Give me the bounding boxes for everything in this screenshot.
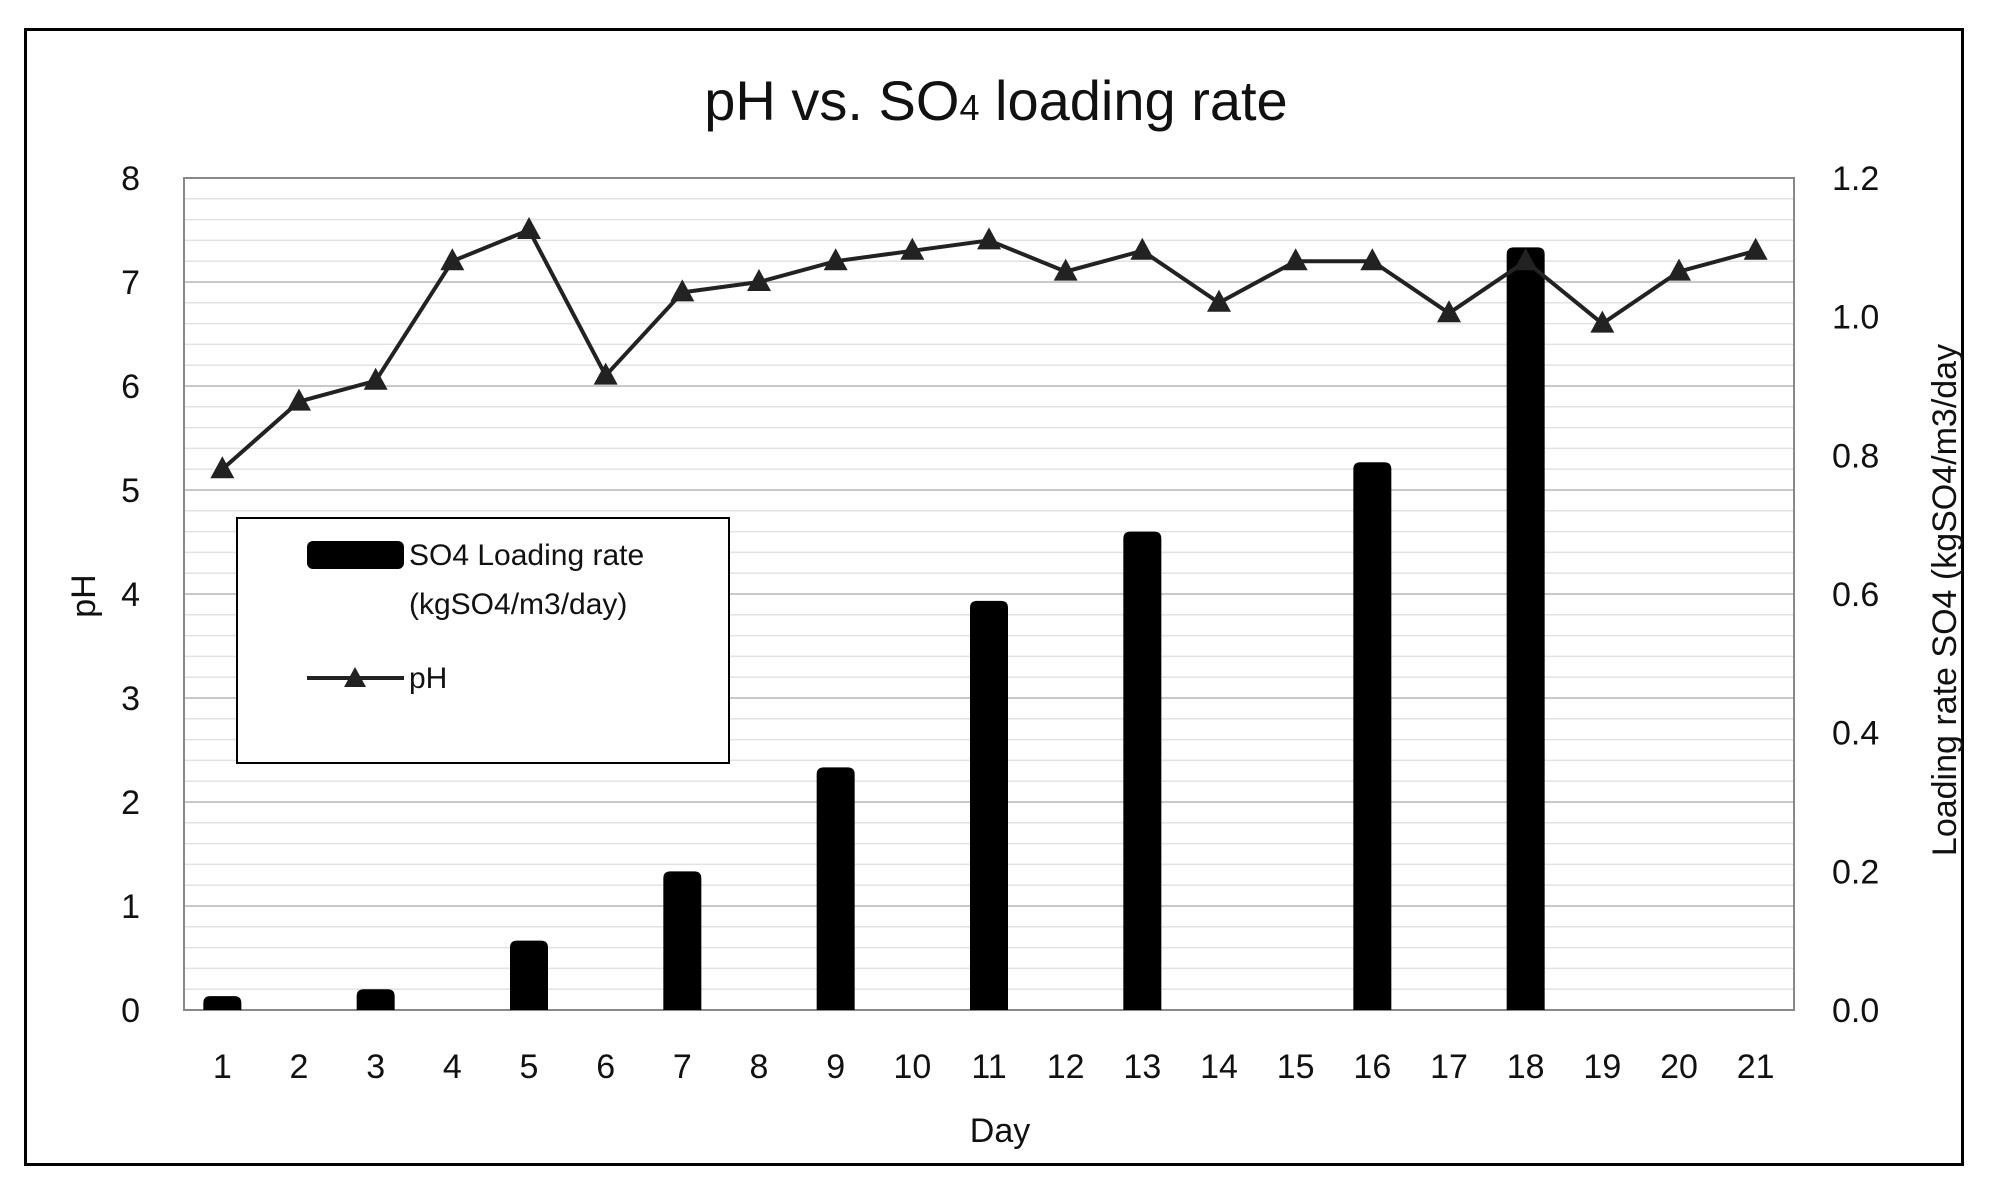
y-right-tick-label: 0.4 (1832, 715, 1879, 753)
ph-marker-day-8 (747, 269, 771, 291)
ph-marker-day-11 (977, 227, 1001, 250)
legend: SO4 Loading rate (kgSO4/m3/day) pH (236, 517, 730, 764)
bar-day-9 (816, 767, 855, 1010)
x-tick-label: 17 (1430, 1048, 1468, 1086)
bar-day-1 (203, 996, 242, 1010)
x-tick-label: 15 (1277, 1048, 1315, 1086)
y-left-tick-label: 5 (121, 472, 140, 510)
ph-marker-day-13 (1130, 237, 1155, 260)
ph-marker-day-4 (440, 248, 465, 271)
bars-layer (203, 247, 1545, 1011)
legend-bar-swatch (307, 541, 404, 569)
x-axis-title: Day (970, 1112, 1030, 1150)
bar-day-18 (1506, 247, 1545, 1011)
bar-day-13 (1123, 531, 1162, 1010)
x-tick-label: 2 (290, 1048, 309, 1086)
line-layer (210, 217, 1768, 479)
x-tick-label: 16 (1353, 1048, 1391, 1086)
bar-day-16 (1353, 462, 1392, 1010)
y-left-tick-label: 7 (121, 264, 140, 302)
x-tick-label: 4 (443, 1048, 462, 1086)
y-left-tick-label: 4 (121, 576, 140, 614)
ph-marker-day-5 (517, 217, 541, 239)
ph-marker-day-15 (1283, 248, 1308, 271)
y-right-tick-label: 0.6 (1832, 576, 1879, 614)
ph-marker-day-16 (1360, 248, 1385, 271)
ph-marker-day-3 (363, 367, 388, 390)
ph-marker-day-1 (210, 456, 235, 479)
x-tick-label: 19 (1583, 1048, 1621, 1086)
legend-bar-label-1: SO4 Loading rate (409, 539, 644, 572)
y-right-tick-label: 0.8 (1832, 437, 1879, 475)
x-tick-label: 11 (971, 1048, 1006, 1086)
x-tick-label: 9 (826, 1048, 845, 1086)
ph-marker-day-17 (1437, 300, 1461, 323)
y-axis-left-title: pH (65, 574, 103, 617)
bar-day-11 (970, 600, 1008, 1010)
x-tick-label: 12 (1047, 1048, 1085, 1086)
ph-marker-day-20 (1667, 258, 1691, 281)
x-tick-label: 6 (596, 1048, 615, 1086)
y-right-tick-label: 0.0 (1832, 992, 1879, 1030)
legend-line-marker (344, 667, 366, 687)
ph-marker-day-14 (1207, 289, 1231, 312)
x-tick-label: 5 (520, 1048, 539, 1086)
bar-day-5 (510, 940, 548, 1010)
ph-marker-day-9 (823, 248, 848, 271)
x-tick-label: 20 (1660, 1048, 1698, 1086)
ph-marker-day-2 (287, 388, 311, 411)
x-tick-label: 14 (1200, 1048, 1238, 1086)
x-tick-label: 3 (366, 1048, 385, 1086)
y-axis-right-title: Loading rate SO4 (kgSO4/m3/day (1926, 344, 1964, 856)
x-tick-label: 13 (1123, 1048, 1161, 1086)
y-right-tick-label: 1.0 (1832, 299, 1879, 337)
x-tick-label: 1 (213, 1048, 232, 1086)
ph-marker-day-21 (1743, 237, 1768, 260)
y-left-tick-label: 2 (121, 784, 140, 822)
x-tick-label: 21 (1737, 1048, 1775, 1086)
ph-marker-day-18 (1513, 248, 1538, 271)
y-right-tick-label: 0.2 (1832, 853, 1879, 891)
legend-line-label: pH (409, 662, 447, 695)
y-left-tick-label: 0 (121, 992, 140, 1030)
bar-day-3 (356, 989, 395, 1010)
ph-marker-day-12 (1053, 258, 1078, 281)
ph-marker-day-6 (593, 362, 618, 385)
x-tick-label: 8 (750, 1048, 769, 1086)
legend-bar-label-2: (kgSO4/m3/day) (409, 588, 627, 621)
y-right-tick-label: 1.2 (1832, 160, 1879, 198)
y-left-tick-label: 6 (121, 368, 140, 406)
ph-marker-day-19 (1590, 310, 1615, 333)
x-tick-label: 10 (893, 1048, 931, 1086)
ph-marker-day-7 (670, 279, 695, 302)
ph-marker-day-10 (900, 237, 925, 260)
y-left-tick-label: 3 (121, 680, 140, 718)
y-left-tick-label: 8 (121, 160, 140, 198)
y-left-tick-label: 1 (121, 888, 140, 926)
chart-title: pH vs. SO4 loading rate (704, 69, 1287, 132)
x-tick-label: 7 (673, 1048, 692, 1086)
x-tick-label: 18 (1507, 1048, 1545, 1086)
bar-day-7 (663, 871, 702, 1010)
